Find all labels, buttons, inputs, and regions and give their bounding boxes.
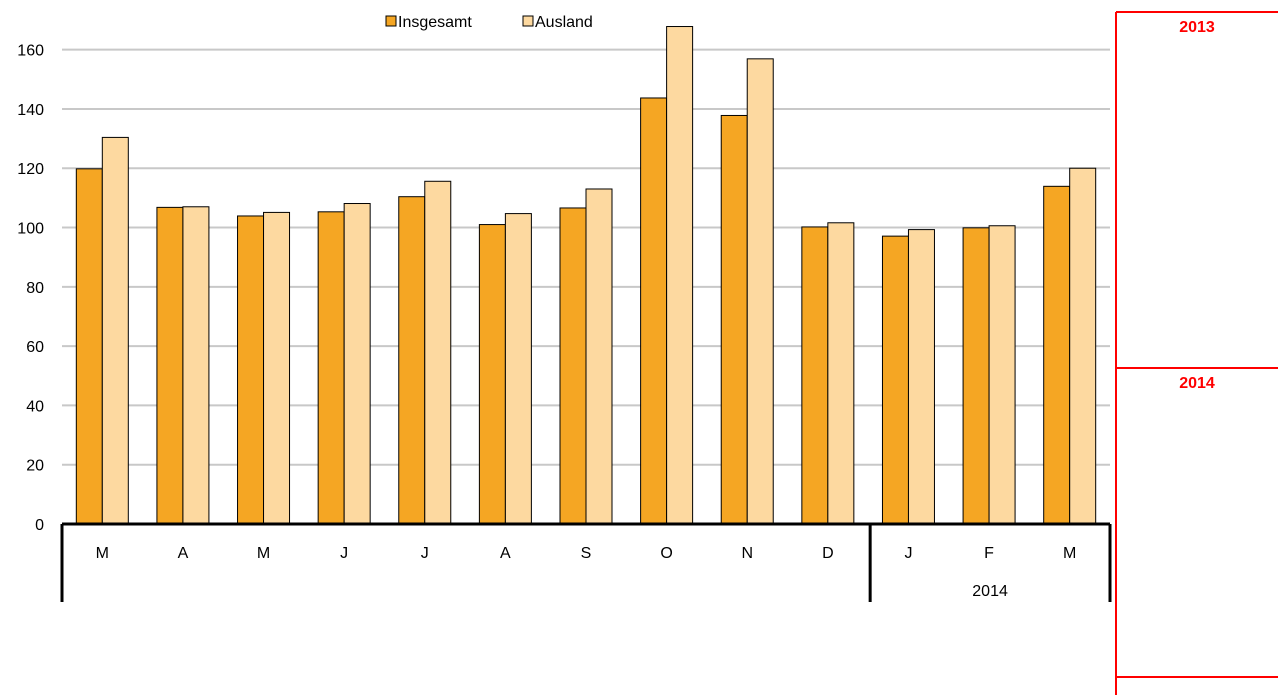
bar-ausland [101,136,129,525]
legend-swatch [522,15,534,27]
y-tick-label: 120 [17,161,44,178]
legend-label: Ausland [535,14,593,31]
x-tick-label: A [500,545,511,562]
bar-ausland [827,222,855,525]
y-tick-label: 100 [17,221,44,238]
y-tick-label: 160 [17,43,44,60]
side-year-label: 2014 [1179,375,1215,392]
x-tick-label: O [660,545,672,562]
bar-insgesamt [237,215,265,525]
x-tick-label: A [178,545,189,562]
x-tick-label: S [581,545,592,562]
x-tick-label: J [421,545,429,562]
bar-insgesamt [559,207,587,525]
bar-ausland [263,211,291,525]
side-year-label: 2013 [1179,19,1215,36]
x-tick-label: M [96,545,109,562]
bar-insgesamt [720,114,748,525]
bar-ausland [907,229,935,525]
group-label: 2014 [972,583,1008,600]
y-tick-label: 80 [26,280,44,297]
bar-insgesamt [962,227,990,525]
x-tick-label: D [822,545,834,562]
bar-ausland [746,58,774,525]
x-tick-label: F [984,545,994,562]
bar-insgesamt [801,226,829,525]
bar-ausland [988,225,1016,525]
bar-insgesamt [398,196,426,525]
x-tick-label: J [904,545,912,562]
y-tick-label: 140 [17,102,44,119]
bar-insgesamt [317,211,345,525]
bar-insgesamt [1043,185,1071,525]
bar-ausland [1069,167,1097,525]
bar-ausland [504,213,532,525]
x-tick-label: M [1063,545,1076,562]
legend-swatch [385,15,397,27]
bar-ausland [182,206,210,525]
y-tick-label: 20 [26,458,44,475]
x-tick-label: J [340,545,348,562]
bar-ausland [424,180,452,525]
bars [75,26,1097,525]
side-panel: 2013 2014 [1115,11,1278,695]
bar-insgesamt [478,224,506,525]
bar-ausland [343,203,371,525]
legend-label: Insgesamt [398,14,472,31]
y-tick-label: 40 [26,398,44,415]
legend: Insgesamt Ausland [385,14,593,31]
bar-insgesamt [640,97,668,525]
y-tick-label: 60 [26,339,44,356]
x-tick-label: N [741,545,753,562]
bar-insgesamt [881,235,909,525]
bar-ausland [666,26,694,525]
x-axis: M A M J J A S O N D J F M 2014 [60,522,1112,602]
bar-insgesamt [75,168,103,525]
x-tick-label: M [257,545,270,562]
bar-ausland [585,188,613,525]
y-axis: 0 20 40 60 80 100 120 140 160 [17,43,44,534]
y-tick-label: 0 [35,517,44,534]
bar-insgesamt [156,206,184,525]
